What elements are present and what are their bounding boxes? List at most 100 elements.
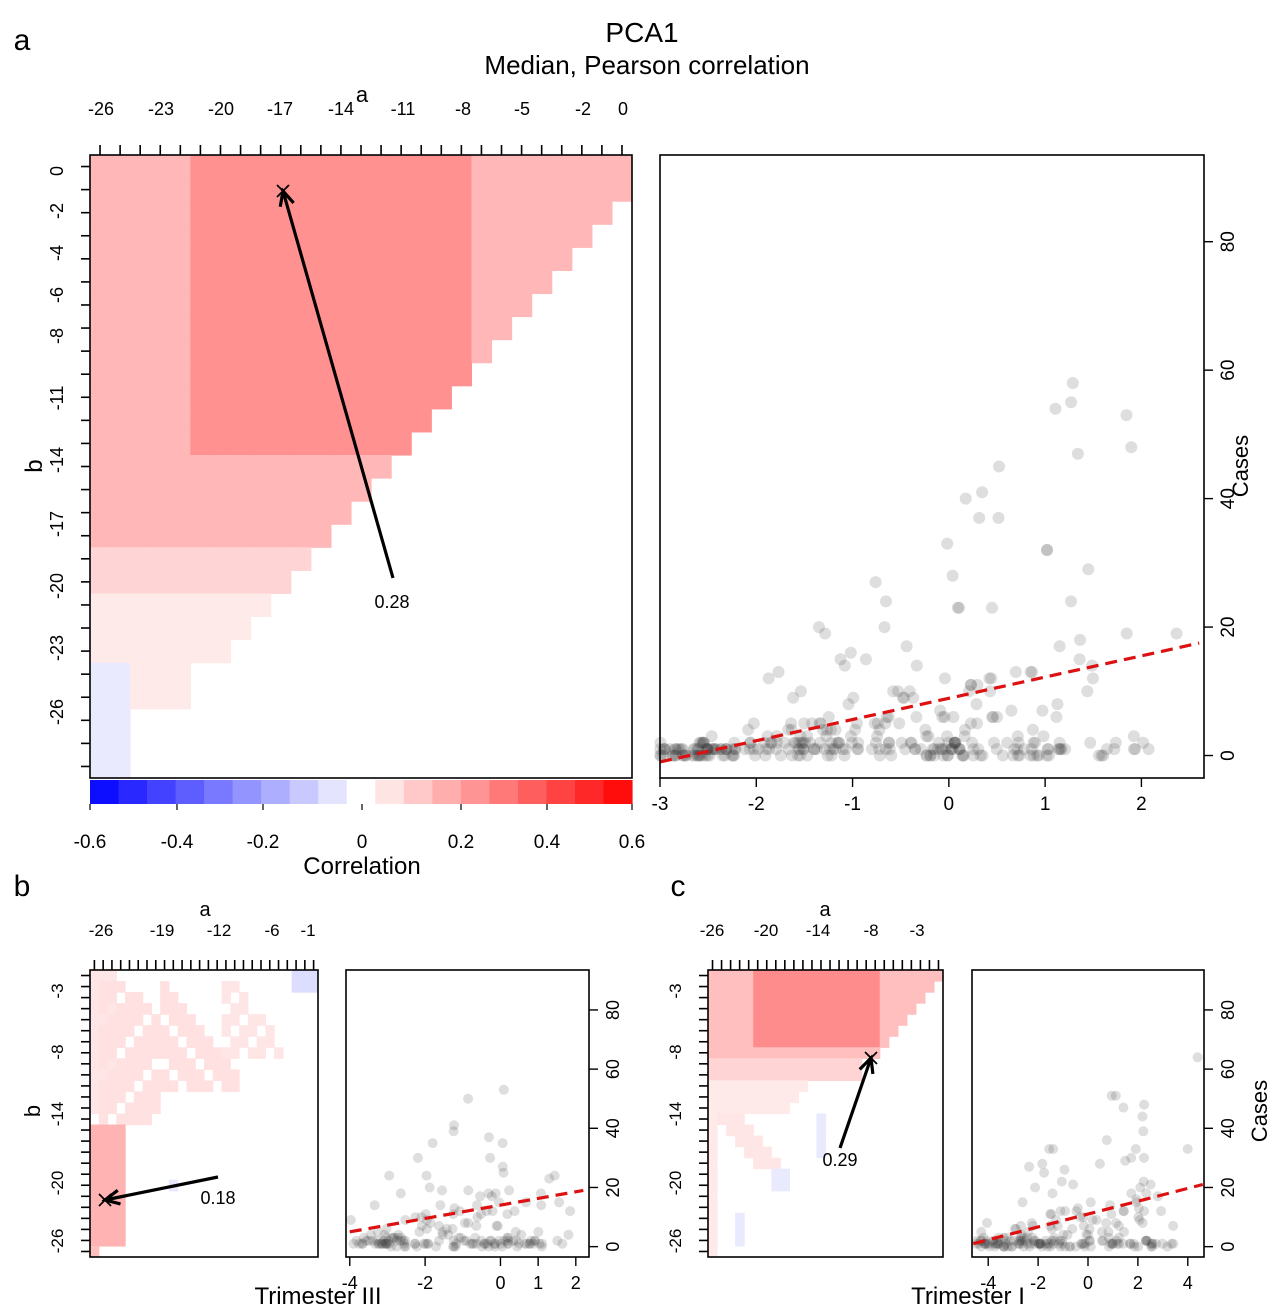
a-scatter-point (905, 736, 918, 749)
c-heatmap-cell (735, 1003, 745, 1015)
c-heatmap-cell (843, 1058, 854, 1070)
c-scatter-point (1142, 1235, 1153, 1246)
c-scatter-point (1137, 1218, 1148, 1228)
a-heatmap-cell (150, 270, 171, 295)
c-scatter-point (990, 1238, 1001, 1249)
c-scatter-point (1139, 1099, 1150, 1110)
b-heatmap-cell (90, 1190, 100, 1203)
b-scatter-point (380, 1238, 391, 1249)
b-heatmap-cell (116, 1135, 126, 1148)
a-heatmap-cell (190, 524, 212, 548)
b-scatter-point (363, 1235, 374, 1246)
c-scatter-point (1024, 1161, 1035, 1172)
a-heatmap-cell (270, 431, 292, 456)
c-heatmap-cell (789, 970, 799, 982)
c-scatter-point (1134, 1215, 1145, 1225)
a-scatter-point (920, 730, 933, 743)
a-heatmap-cell (571, 224, 593, 248)
c-scatter-point (1048, 1144, 1059, 1154)
a-scatter-point (970, 698, 983, 711)
a-heatmap-cell (250, 454, 272, 479)
a-heatmap-cell (170, 339, 191, 364)
a-scatter-point (873, 743, 886, 756)
b-scatter-point (379, 1229, 390, 1240)
c-scatter-point (1098, 1235, 1108, 1246)
b-heatmap-cell (239, 1036, 249, 1048)
a-scatter-point (708, 743, 721, 756)
a-heatmap-cell (90, 616, 111, 641)
a-heatmap-cell (290, 478, 312, 502)
b-scatter-point (502, 1232, 513, 1243)
a-heatmap-cell (391, 201, 412, 225)
c-heatmap-cell (708, 992, 718, 1004)
c-heatmap-cell (708, 1047, 718, 1059)
b-scatter-point (565, 1206, 576, 1217)
c-heatmap-cell (843, 970, 854, 982)
b-scatter-point (399, 1238, 410, 1249)
c-heatmap-cell (735, 1080, 745, 1093)
a-heatmap-cell (270, 501, 292, 525)
c-heatmap-cell (825, 992, 836, 1004)
c-heatmap-cell (825, 1014, 836, 1026)
b-heatmap-cell (221, 992, 231, 1004)
c-scatter-point (1096, 1226, 1107, 1237)
c-scatter-point (1101, 1135, 1112, 1146)
a-heatmap-cell (210, 639, 232, 664)
b-heatmap-cell (98, 1003, 109, 1015)
c-heatmap-cell (753, 992, 763, 1004)
c-scatter-x-tick-label: -2 (1030, 1273, 1046, 1293)
b-heatmap-cell (98, 1190, 109, 1203)
c-scatter-point (1062, 1229, 1073, 1240)
colorbar-tick-label: 0 (357, 832, 368, 853)
c-heatmap-cell (816, 992, 827, 1004)
b-heatmap-cell (230, 1014, 240, 1026)
b-scatter-point (370, 1238, 381, 1249)
a-heatmap-cell (110, 201, 131, 225)
a-heatmap-cell (190, 178, 212, 202)
a-scatter-point (868, 717, 881, 730)
b-heatmap-cell (177, 1058, 188, 1070)
a-heatmap-cell (250, 316, 272, 341)
a-heatmap-cell (130, 408, 151, 433)
b-scatter-point (427, 1138, 438, 1149)
b-heatmap-cell (107, 1091, 117, 1104)
a-scatter-point (778, 736, 791, 749)
b-scatter-point (463, 1093, 474, 1104)
b-heatmap-cell (98, 1113, 109, 1126)
a-heatmap-cell (170, 293, 191, 318)
c-heatmap-cell (879, 1025, 890, 1037)
b-scatter-point (384, 1238, 395, 1249)
c-scatter-point (1141, 1235, 1151, 1246)
b-heatmap-cell (309, 970, 319, 982)
a-heatmap-cell (250, 478, 272, 502)
a-heatmap-cell (230, 478, 252, 502)
c-heatmap-cell (870, 1003, 881, 1015)
c-heatmap-cell (816, 1146, 827, 1159)
c-heatmap-cell (708, 1223, 718, 1236)
a-scatter-point (821, 749, 834, 762)
c-heatmap-cell (897, 992, 908, 1004)
c-scatter-point (1015, 1220, 1026, 1231)
b-best-fit-value: 0.18 (200, 1188, 235, 1208)
a-heatmap-cell (350, 270, 372, 295)
a-heatmap-cell (110, 662, 131, 687)
b-scatter-point (476, 1235, 487, 1246)
b-heatmap-cell (107, 1025, 117, 1037)
a-heatmap-cell (110, 570, 131, 594)
c-heatmap-cell (753, 1080, 763, 1093)
a-heatmap-cell (110, 708, 131, 733)
a-heatmap-x-tick-label: -11 (391, 99, 416, 119)
a-heatmap-cell (371, 339, 392, 364)
a-scatter-point (833, 736, 846, 749)
b-heatmap-cell (160, 1069, 170, 1081)
c-heatmap-cell (717, 981, 727, 993)
a-heatmap-cell (230, 385, 252, 410)
a-heatmap-cell (290, 431, 312, 456)
c-heatmap-cell (744, 1069, 754, 1081)
a-heatmap-cell (270, 293, 292, 318)
b-heatmap-cell (98, 981, 109, 993)
a-scatter-point (885, 749, 898, 762)
b-heatmap-cell (133, 1036, 144, 1048)
a-heatmap-cell (330, 316, 352, 341)
b-scatter-point (389, 1232, 400, 1243)
